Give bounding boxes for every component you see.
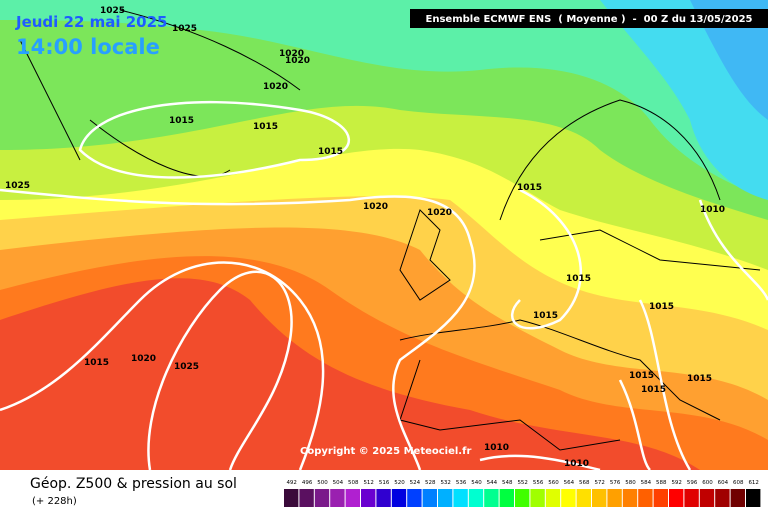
copyright: Copyright © 2025 Meteociel.fr (300, 446, 471, 457)
colorbar-swatch (561, 489, 576, 507)
isobar-label: 1015 (687, 374, 712, 384)
isobar-label: 1025 (174, 362, 199, 372)
colorbar-label: 548 (502, 480, 513, 486)
colorbar-label: 592 (671, 480, 682, 486)
isobar-label: 1025 (100, 6, 125, 16)
colorbar-label: 520 (394, 480, 405, 486)
colorbar-label: 500 (317, 480, 328, 486)
colorbar-label: 588 (656, 480, 667, 486)
colorbar-label: 504 (333, 480, 344, 486)
colorbar-label: 492 (286, 480, 297, 486)
colorbar-swatch (684, 489, 699, 507)
colorbar-label: 524 (410, 480, 421, 486)
colorbar-swatch (361, 489, 376, 507)
colorbar-label: 512 (363, 480, 374, 486)
isobar-label: 1020 (279, 49, 304, 59)
colorbar-label: 564 (564, 480, 575, 486)
isobar-label: 1020 (131, 354, 156, 364)
colorbar-label: 568 (579, 480, 590, 486)
colorbar-label: 552 (517, 480, 528, 486)
colorbar-swatch (299, 489, 314, 507)
date: Jeudi 22 mai 2025 (15, 13, 168, 31)
colorbar-swatch (468, 489, 484, 507)
isobar-label: 1020 (285, 56, 310, 66)
colorbar-label: 540 (471, 480, 482, 486)
colorbar-label: 584 (641, 480, 652, 486)
colorbar-swatch (515, 489, 530, 507)
isobar-labels: 1025102510201020102010151015101510251020… (5, 6, 725, 469)
isobar-label: 1020 (363, 202, 388, 212)
colorbar-swatch (653, 489, 668, 507)
colorbar-swatch (545, 489, 561, 507)
colorbar-swatch (345, 489, 360, 507)
colorbar-swatch (607, 489, 622, 507)
colorbar-label: 612 (748, 480, 759, 486)
colorbar: 492 496 500 504 508 512 516 520 524 528 532 536 540 5… (284, 480, 761, 507)
isobar-label: 1010 (484, 443, 509, 453)
colorbar-label: 496 (302, 480, 313, 486)
colorbar-label: 604 (718, 480, 729, 486)
colorbar-swatch (391, 489, 407, 507)
colorbar-label: 508 (348, 480, 359, 486)
isobar-label: 1015 (649, 302, 674, 312)
colorbar-label: 528 (425, 480, 436, 486)
colorbar-swatch (530, 489, 545, 507)
isobar-label: 1015 (84, 358, 109, 368)
colorbar-swatch (746, 489, 761, 507)
isobar-label: 1015 (517, 183, 542, 193)
colorbar-swatch (284, 489, 299, 507)
map (0, 0, 768, 472)
colorbar-label: 560 (548, 480, 559, 486)
colorbar-swatch (715, 489, 730, 507)
isobar-label: 1020 (427, 208, 452, 218)
isobar-label: 1025 (172, 24, 197, 34)
colorbar-swatch (407, 489, 422, 507)
colorbar-swatch (576, 489, 591, 507)
colorbar-swatch (314, 489, 330, 507)
isobar-label: 1015 (318, 147, 343, 157)
colorbar-swatch (638, 489, 653, 507)
isobar-label: 1010 (564, 459, 589, 469)
model-banner (410, 9, 768, 28)
colorbar-label: 600 (702, 480, 713, 486)
local-time: 14:00 locale (16, 35, 160, 59)
colorbar-swatch (699, 489, 715, 507)
isobar-label: 1020 (263, 82, 288, 92)
colorbar-label: 596 (687, 480, 698, 486)
colorbar-swatch (376, 489, 391, 507)
isobar-label: 1015 (566, 274, 591, 284)
colorbar-label: 572 (594, 480, 605, 486)
isobar-label: 1010 (700, 205, 725, 215)
colorbar-swatch (484, 489, 499, 507)
colorbar-label: 608 (733, 480, 744, 486)
colorbar-label: 544 (487, 480, 498, 486)
isobar-label: 1015 (629, 371, 654, 381)
colorbar-label: 580 (625, 480, 636, 486)
isobar-label: 1015 (641, 385, 666, 395)
colorbar-label: 576 (610, 480, 621, 486)
colorbar-swatch (438, 489, 453, 507)
colorbar-swatch (669, 489, 684, 507)
colorbar-swatch (730, 489, 745, 507)
colorbar-swatch (622, 489, 638, 507)
isobar-label: 1015 (533, 311, 558, 321)
colorbar-label: 536 (456, 480, 467, 486)
model-info: Ensemble ECMWF ENS ( Moyenne ) - 00 Z du… (426, 14, 753, 25)
colorbar-label: 532 (440, 480, 451, 486)
footer-title: Géop. Z500 & pression au sol (30, 476, 237, 492)
isobar-label: 1015 (169, 116, 194, 126)
colorbar-swatch (453, 489, 468, 507)
isobar-label: 1025 (5, 181, 30, 191)
colorbar-swatch (499, 489, 514, 507)
colorbar-swatch (422, 489, 437, 507)
colorbar-swatch (592, 489, 607, 507)
colorbar-label: 516 (379, 480, 390, 486)
footer-subtitle: (+ 228h) (32, 496, 77, 507)
isobar-label: 1015 (253, 122, 278, 132)
colorbar-swatch (330, 489, 345, 507)
colorbar-label: 556 (533, 480, 544, 486)
